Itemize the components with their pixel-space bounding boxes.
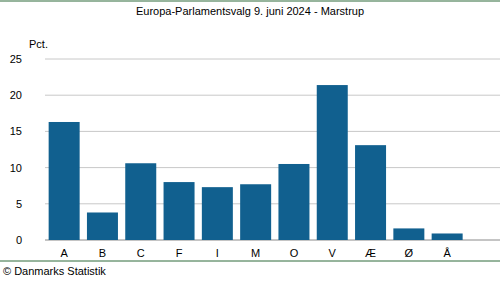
- bar: [125, 163, 156, 240]
- bar: [393, 228, 424, 240]
- y-tick-label: 25: [10, 53, 22, 65]
- y-tick-label: 20: [10, 89, 22, 101]
- bar: [164, 182, 195, 240]
- grid-line: [45, 203, 500, 204]
- source: © Danmarks Statistik: [3, 265, 106, 277]
- grid-line: [45, 167, 500, 168]
- chart: Europa-Parlamentsvalg 9. juni 2024 - Mar…: [0, 0, 500, 282]
- x-tick-label: Ø: [405, 247, 414, 259]
- chart-root: Europa-Parlamentsvalg 9. juni 2024 - Mar…: [0, 0, 500, 282]
- x-tick-label: C: [137, 247, 145, 259]
- bar: [432, 233, 463, 240]
- x-tick-label: A: [60, 247, 68, 259]
- x-tick-label: Æ: [365, 247, 376, 259]
- bar: [240, 184, 271, 240]
- x-tick-label: B: [99, 247, 106, 259]
- grid-line: [45, 59, 500, 60]
- frame-top: [0, 1, 500, 2]
- y-tick-label: 15: [10, 125, 22, 137]
- bar: [317, 85, 348, 240]
- grid-line: [45, 131, 500, 132]
- bar: [87, 212, 118, 240]
- bar: [278, 164, 309, 240]
- bar: [355, 145, 386, 240]
- grid-line: [45, 95, 500, 96]
- frame-bottom: [0, 261, 500, 262]
- bars: [49, 85, 463, 240]
- x-tick-label: I: [216, 247, 219, 259]
- y-axis-label: Pct.: [29, 38, 48, 50]
- y-tick-label: 0: [16, 234, 22, 246]
- title: Europa-Parlamentsvalg 9. juni 2024 - Mar…: [136, 5, 364, 17]
- y-tick-label: 5: [16, 198, 22, 210]
- x-tick-label: O: [290, 247, 299, 259]
- y-tick-label: 10: [10, 162, 22, 174]
- bar: [202, 187, 233, 240]
- x-tick-label: F: [176, 247, 183, 259]
- bar: [49, 122, 80, 240]
- x-tick-label: M: [251, 247, 260, 259]
- x-tick-label: Å: [443, 247, 451, 259]
- x-tick-label: V: [329, 247, 337, 259]
